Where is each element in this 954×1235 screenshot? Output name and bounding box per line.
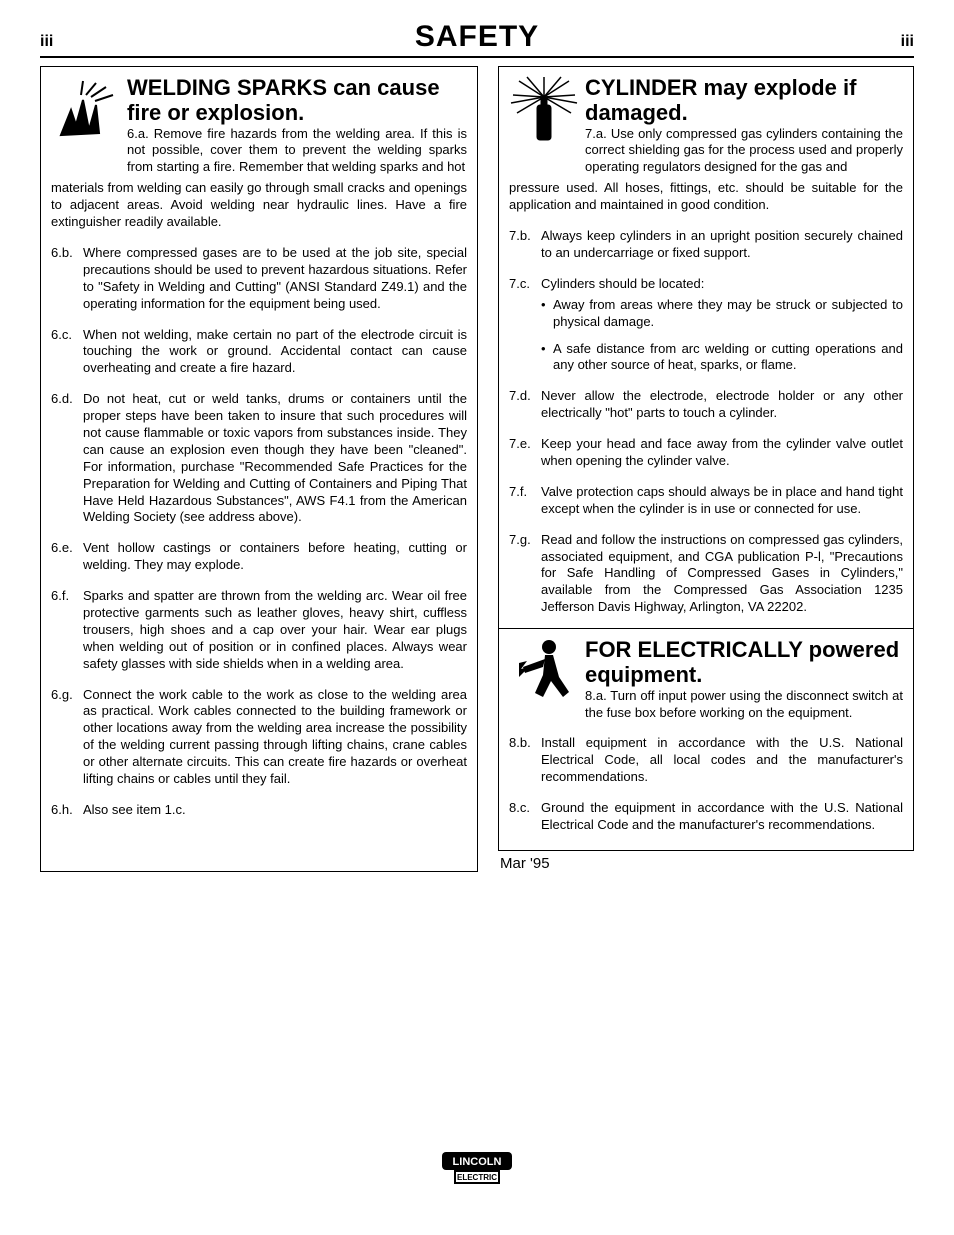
item-number: 6.d. — [51, 391, 83, 526]
item-text: Do not heat, cut or weld tanks, drums or… — [83, 391, 467, 526]
list-item: 6.b.Where compressed gases are to be use… — [51, 245, 467, 313]
item-text: Cylinders should be located: — [541, 276, 903, 293]
item-text: Valve protection caps should always be i… — [541, 484, 903, 518]
bullet-item: •Away from areas where they may be struc… — [541, 297, 903, 331]
section-cylinder: CYLINDER may explode if damaged. 7.a. Us… — [509, 75, 903, 176]
item-text: Vent hollow castings or containers befor… — [83, 540, 467, 574]
bullet-text: A safe distance from arc welding or cutt… — [553, 341, 903, 375]
list-item: 7.b.Always keep cylinders in an upright … — [509, 228, 903, 262]
item-text: Keep your head and face away from the cy… — [541, 436, 903, 470]
item-number: 7.f. — [509, 484, 541, 518]
item-text: When not welding, make certain no part o… — [83, 327, 467, 378]
item-number: 7.a. — [585, 126, 607, 141]
item-number: 6.h. — [51, 802, 83, 819]
section-electrical: FOR ELECTRICALLY powered equipment. 8.a.… — [509, 637, 903, 721]
list-item: 6.h.Also see item 1.c. — [51, 802, 467, 819]
item-number: 7.d. — [509, 388, 541, 422]
item-text: Always keep cylinders in an upright posi… — [541, 228, 903, 262]
content-columns: WELDING SPARKS can cause fire or explosi… — [40, 66, 914, 872]
item-number: 7.g. — [509, 532, 541, 616]
item-number: 8.b. — [509, 735, 541, 786]
page-header: iii SAFETY iii — [40, 20, 914, 58]
explosion-icon — [51, 75, 121, 145]
list-item: 8.a. Turn off input power using the disc… — [585, 688, 903, 722]
list-item: 7.d.Never allow the electrode, electrode… — [509, 388, 903, 422]
list-item: 8.b.Install equipment in accordance with… — [509, 735, 903, 786]
item-number: 7.c. — [509, 276, 541, 293]
list-item: 6.g.Connect the work cable to the work a… — [51, 687, 467, 788]
item-number: 6.a. — [127, 126, 149, 141]
revision-date: Mar '95 — [500, 855, 914, 872]
list-item: 6.e.Vent hollow castings or containers b… — [51, 540, 467, 574]
page-number-right: iii — [901, 33, 914, 51]
item-text: Where compressed gases are to be used at… — [83, 245, 467, 313]
item-number: 8.a. — [585, 688, 607, 703]
list-item: 6.d.Do not heat, cut or weld tanks, drum… — [51, 391, 467, 526]
list-item: 7.g.Read and follow the instructions on … — [509, 532, 903, 616]
bullet-icon: • — [541, 341, 553, 375]
item-text: Sparks and spatter are thrown from the w… — [83, 588, 467, 672]
section-title: FOR ELECTRICALLY powered equipment. — [585, 637, 903, 688]
item-text: Use only compressed gas cylinders contai… — [585, 126, 903, 175]
item-text: Never allow the electrode, electrode hol… — [541, 388, 903, 422]
brand-logo: LINCOLN ELECTRIC — [40, 1152, 914, 1191]
item-number: 6.g. — [51, 687, 83, 788]
item-text: Ground the equipment in accordance with … — [541, 800, 903, 834]
page-title: SAFETY — [415, 20, 539, 54]
item-number: 6.e. — [51, 540, 83, 574]
item-number: 6.f. — [51, 588, 83, 672]
item-text: Remove fire hazards from the welding are… — [127, 126, 467, 175]
list-item: 7.a. Use only compressed gas cylinders c… — [585, 126, 903, 177]
item-number: 7.e. — [509, 436, 541, 470]
bullet-icon: • — [541, 297, 553, 331]
list-item: 6.f.Sparks and spatter are thrown from t… — [51, 588, 467, 672]
list-item: 7.f.Valve protection caps should always … — [509, 484, 903, 518]
item-text: Connect the work cable to the work as cl… — [83, 687, 467, 788]
list-item: 6.c.When not welding, make certain no pa… — [51, 327, 467, 378]
left-column: WELDING SPARKS can cause fire or explosi… — [40, 66, 478, 872]
item-text: Install equipment in accordance with the… — [541, 735, 903, 786]
logo-text-top: LINCOLN — [453, 1156, 502, 1168]
cylinder-explosion-icon — [509, 75, 579, 145]
right-column-wrapper: CYLINDER may explode if damaged. 7.a. Us… — [498, 66, 914, 872]
section-title: WELDING SPARKS can cause fire or explosi… — [127, 75, 467, 126]
item-number: 6.c. — [51, 327, 83, 378]
item-text: Also see item 1.c. — [83, 802, 467, 819]
item-text-continued: materials from welding can easily go thr… — [51, 180, 467, 231]
electric-shock-person-icon — [509, 637, 579, 707]
list-item: 8.c.Ground the equipment in accordance w… — [509, 800, 903, 834]
bullet-text: Away from areas where they may be struck… — [553, 297, 903, 331]
list-item: 7.e.Keep your head and face away from th… — [509, 436, 903, 470]
logo-text-bottom: ELECTRIC — [457, 1173, 497, 1182]
item-number: 6.b. — [51, 245, 83, 313]
item-text: Read and follow the instructions on comp… — [541, 532, 903, 616]
list-item: 7.c.Cylinders should be located: — [509, 276, 903, 293]
list-item: 6.a. Remove fire hazards from the weldin… — [127, 126, 467, 177]
page-number-left: iii — [40, 33, 53, 51]
right-column: CYLINDER may explode if damaged. 7.a. Us… — [498, 66, 914, 851]
item-text-continued: pressure used. All hoses, fittings, etc.… — [509, 180, 903, 214]
item-number: 7.b. — [509, 228, 541, 262]
item-text: Turn off input power using the disconnec… — [585, 688, 903, 720]
bullet-item: •A safe distance from arc welding or cut… — [541, 341, 903, 375]
section-welding-sparks: WELDING SPARKS can cause fire or explosi… — [51, 75, 467, 176]
item-number: 8.c. — [509, 800, 541, 834]
section-title: CYLINDER may explode if damaged. — [585, 75, 903, 126]
